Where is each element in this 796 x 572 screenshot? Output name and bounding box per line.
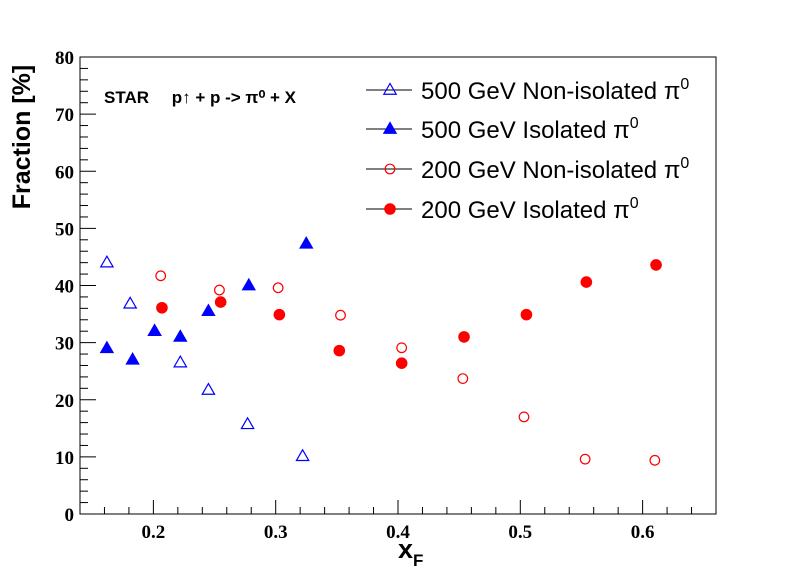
data-point [99, 340, 115, 354]
data-point [580, 276, 593, 288]
data-point [240, 416, 255, 430]
data-point [156, 301, 168, 314]
data-point [214, 284, 225, 296]
data-point [396, 342, 408, 354]
legend-marker [382, 82, 398, 95]
legend-entry-2: 500 GeV Isolated π0 [366, 115, 639, 144]
data-point [99, 254, 115, 268]
x-tick-label: 0.5 [508, 522, 532, 543]
legend-label: 200 GeV Non-isolated π0 [421, 155, 689, 184]
legend-marker [382, 121, 398, 134]
data-point [125, 352, 140, 365]
legend-marker [384, 163, 396, 175]
data-point [173, 354, 188, 368]
data-point [458, 331, 470, 343]
data-point [201, 303, 216, 317]
data-point [649, 454, 661, 466]
data-point [395, 357, 408, 369]
data-point [333, 344, 346, 357]
legend-label-superscript: 0 [630, 115, 639, 132]
series-3 [155, 270, 661, 466]
legend-label: 200 GeV Isolated π0 [421, 195, 639, 224]
y-axis-title: Fraction [%] [8, 65, 36, 209]
legend-label-text: 500 GeV Isolated π [421, 117, 630, 144]
chart-header: STAR p↑ + p -> π⁰ + X [104, 88, 297, 107]
data-point [273, 308, 286, 321]
y-tick-label: 10 [55, 448, 74, 469]
data-point [579, 453, 591, 465]
data-point [335, 309, 346, 321]
data-point [155, 270, 167, 282]
y-tick-label: 70 [55, 105, 74, 126]
y-tick-label: 60 [55, 162, 74, 183]
data-point [147, 323, 162, 337]
data-point [241, 277, 256, 291]
data-point [122, 296, 138, 309]
header-reaction: p↑ + p -> π⁰ + X [172, 88, 297, 107]
y-tick-label: 80 [55, 48, 74, 69]
legend-marker [384, 203, 396, 215]
data-point [173, 329, 188, 342]
series-2 [99, 236, 314, 365]
legend-label-superscript: 0 [630, 195, 639, 212]
legend-label-superscript: 0 [680, 155, 689, 172]
data-point [520, 308, 533, 321]
header-experiment: STAR [104, 88, 149, 107]
x-tick-label: 0.2 [142, 522, 166, 543]
legend-entry-1: 500 GeV Non-isolated π0 [366, 76, 689, 105]
series-4 [156, 259, 662, 369]
legend-label-text: 200 GeV Non-isolated π [421, 157, 680, 184]
data-point [518, 411, 530, 423]
legend-label: 500 GeV Isolated π0 [421, 115, 639, 144]
legend-label-superscript: 0 [680, 76, 689, 93]
legend-label-text: 200 GeV Isolated π [421, 197, 630, 224]
data-point [214, 296, 227, 308]
data-point [299, 236, 314, 249]
legend-label-text: 500 GeV Non-isolated π [421, 78, 680, 105]
legend-entry-4: 200 GeV Isolated π0 [366, 195, 639, 224]
data-point [201, 382, 216, 395]
x-tick-label: 0.3 [264, 522, 288, 543]
y-tick-label: 40 [55, 277, 74, 298]
y-tick-label: 20 [55, 391, 74, 412]
x-axis-title: xF [398, 534, 423, 570]
data-point [457, 373, 469, 385]
data-point [650, 259, 662, 271]
legend-entry-3: 200 GeV Non-isolated π0 [366, 155, 689, 184]
data-point [295, 448, 310, 462]
y-tick-label: 0 [65, 505, 75, 526]
x-tick-label: 0.6 [631, 522, 655, 543]
legend-label: 500 GeV Non-isolated π0 [421, 76, 689, 105]
x-axis-title-main: x [398, 534, 413, 564]
x-tick-label: 0.4 [386, 522, 410, 543]
y-tick-label: 50 [55, 219, 74, 240]
x-axis-title-subscript: F [413, 551, 423, 570]
data-point [272, 282, 284, 294]
y-tick-label: 30 [55, 334, 74, 355]
